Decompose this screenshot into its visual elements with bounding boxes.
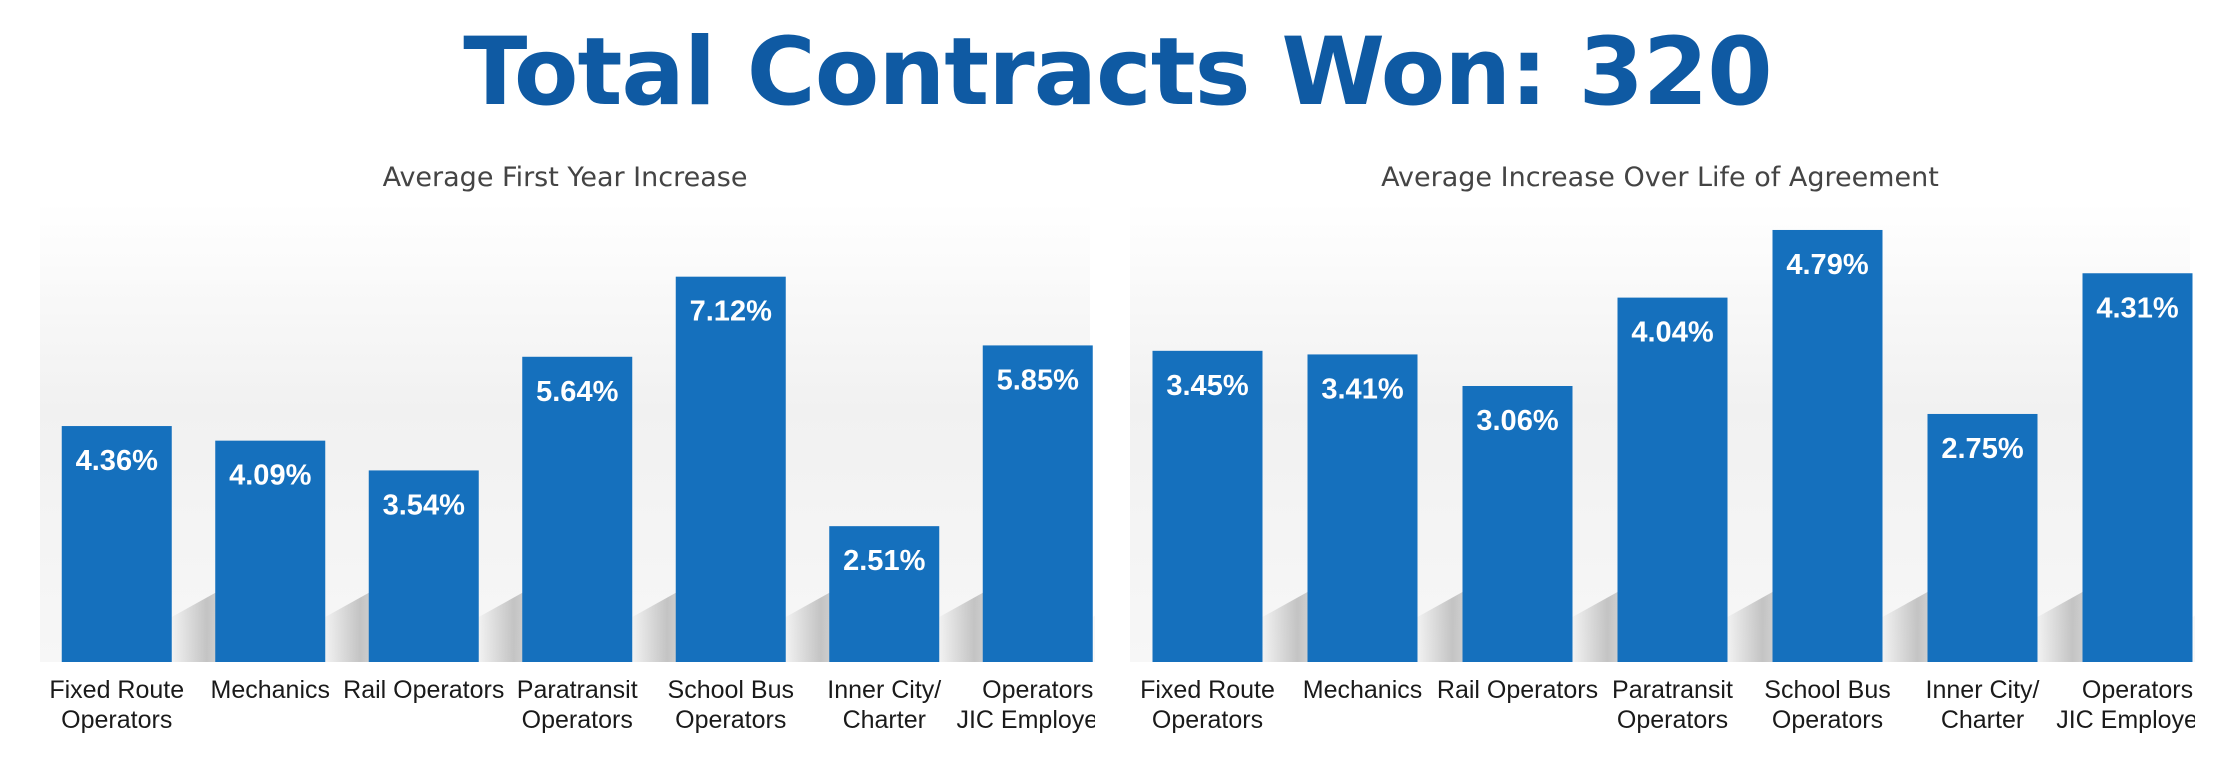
bar (368, 470, 479, 662)
category-label: Operators (61, 706, 172, 734)
category-label: Operators (982, 676, 1093, 704)
value-label: 3.41% (1321, 373, 1403, 405)
category-label: School Bus (668, 676, 794, 704)
value-label: 4.31% (2096, 292, 2178, 324)
category-label: Fixed Route (49, 676, 184, 704)
category-label: Operators (675, 706, 786, 734)
bar (675, 276, 786, 662)
category-label: Mechanics (1303, 676, 1423, 704)
bar (1152, 350, 1263, 662)
category-label: Operators (2082, 676, 2193, 704)
category-label: Operators (1152, 706, 1263, 734)
bar (1617, 297, 1728, 662)
category-label: Paratransit (517, 676, 638, 704)
bar (1462, 386, 1573, 662)
value-label: 3.54% (383, 489, 465, 521)
bar (982, 345, 1093, 662)
category-label: JIC Employers (956, 706, 1095, 734)
category-label: Paratransit (1612, 676, 1733, 704)
value-label: 5.85% (997, 364, 1079, 396)
bar-shadow (2192, 615, 2195, 662)
bar (829, 526, 940, 662)
bar (215, 440, 326, 662)
category-label: JIC Employers (2056, 706, 2195, 734)
chart-title: Average First Year Increase (383, 162, 748, 193)
chart-increase-over-life: Average Increase Over Life of Agreement 3… (1130, 162, 2195, 734)
category-label: Operators (522, 706, 633, 734)
value-label: 4.36% (76, 445, 158, 477)
chart-first-year-increase: Average First Year Increase 4.36% Fixed Ro… (40, 162, 1095, 734)
value-label: 2.75% (1941, 433, 2023, 465)
category-label: Charter (1941, 706, 2024, 734)
bar (1927, 413, 2038, 662)
category-label: Fixed Route (1140, 676, 1275, 704)
bar (1772, 229, 1883, 662)
value-label: 3.45% (1166, 370, 1248, 402)
bar (522, 356, 633, 662)
value-label: 4.09% (229, 460, 311, 492)
bar-shadow (1092, 615, 1095, 662)
category-label: Inner City/ (827, 676, 941, 704)
value-label: 5.64% (536, 376, 618, 408)
category-label: Rail Operators (1437, 676, 1598, 704)
category-label: Charter (843, 706, 926, 734)
value-label: 4.79% (1786, 249, 1868, 281)
category-label: Operators (1617, 706, 1728, 734)
bar (2082, 273, 2193, 662)
category-label: School Bus (1764, 676, 1890, 704)
category-label: Inner City/ (1926, 676, 2040, 704)
chart-title: Average Increase Over Life of Agreement (1381, 162, 1939, 193)
value-label: 2.51% (843, 545, 925, 577)
value-label: 4.04% (1631, 317, 1713, 349)
bar (61, 426, 172, 662)
bar (1307, 354, 1418, 662)
page-title: Total Contracts Won: 320 (463, 18, 1772, 127)
value-label: 3.06% (1476, 405, 1558, 437)
category-label: Rail Operators (343, 676, 504, 704)
category-label: Operators (1772, 706, 1883, 734)
value-label: 7.12% (690, 296, 772, 328)
category-label: Mechanics (211, 676, 331, 704)
